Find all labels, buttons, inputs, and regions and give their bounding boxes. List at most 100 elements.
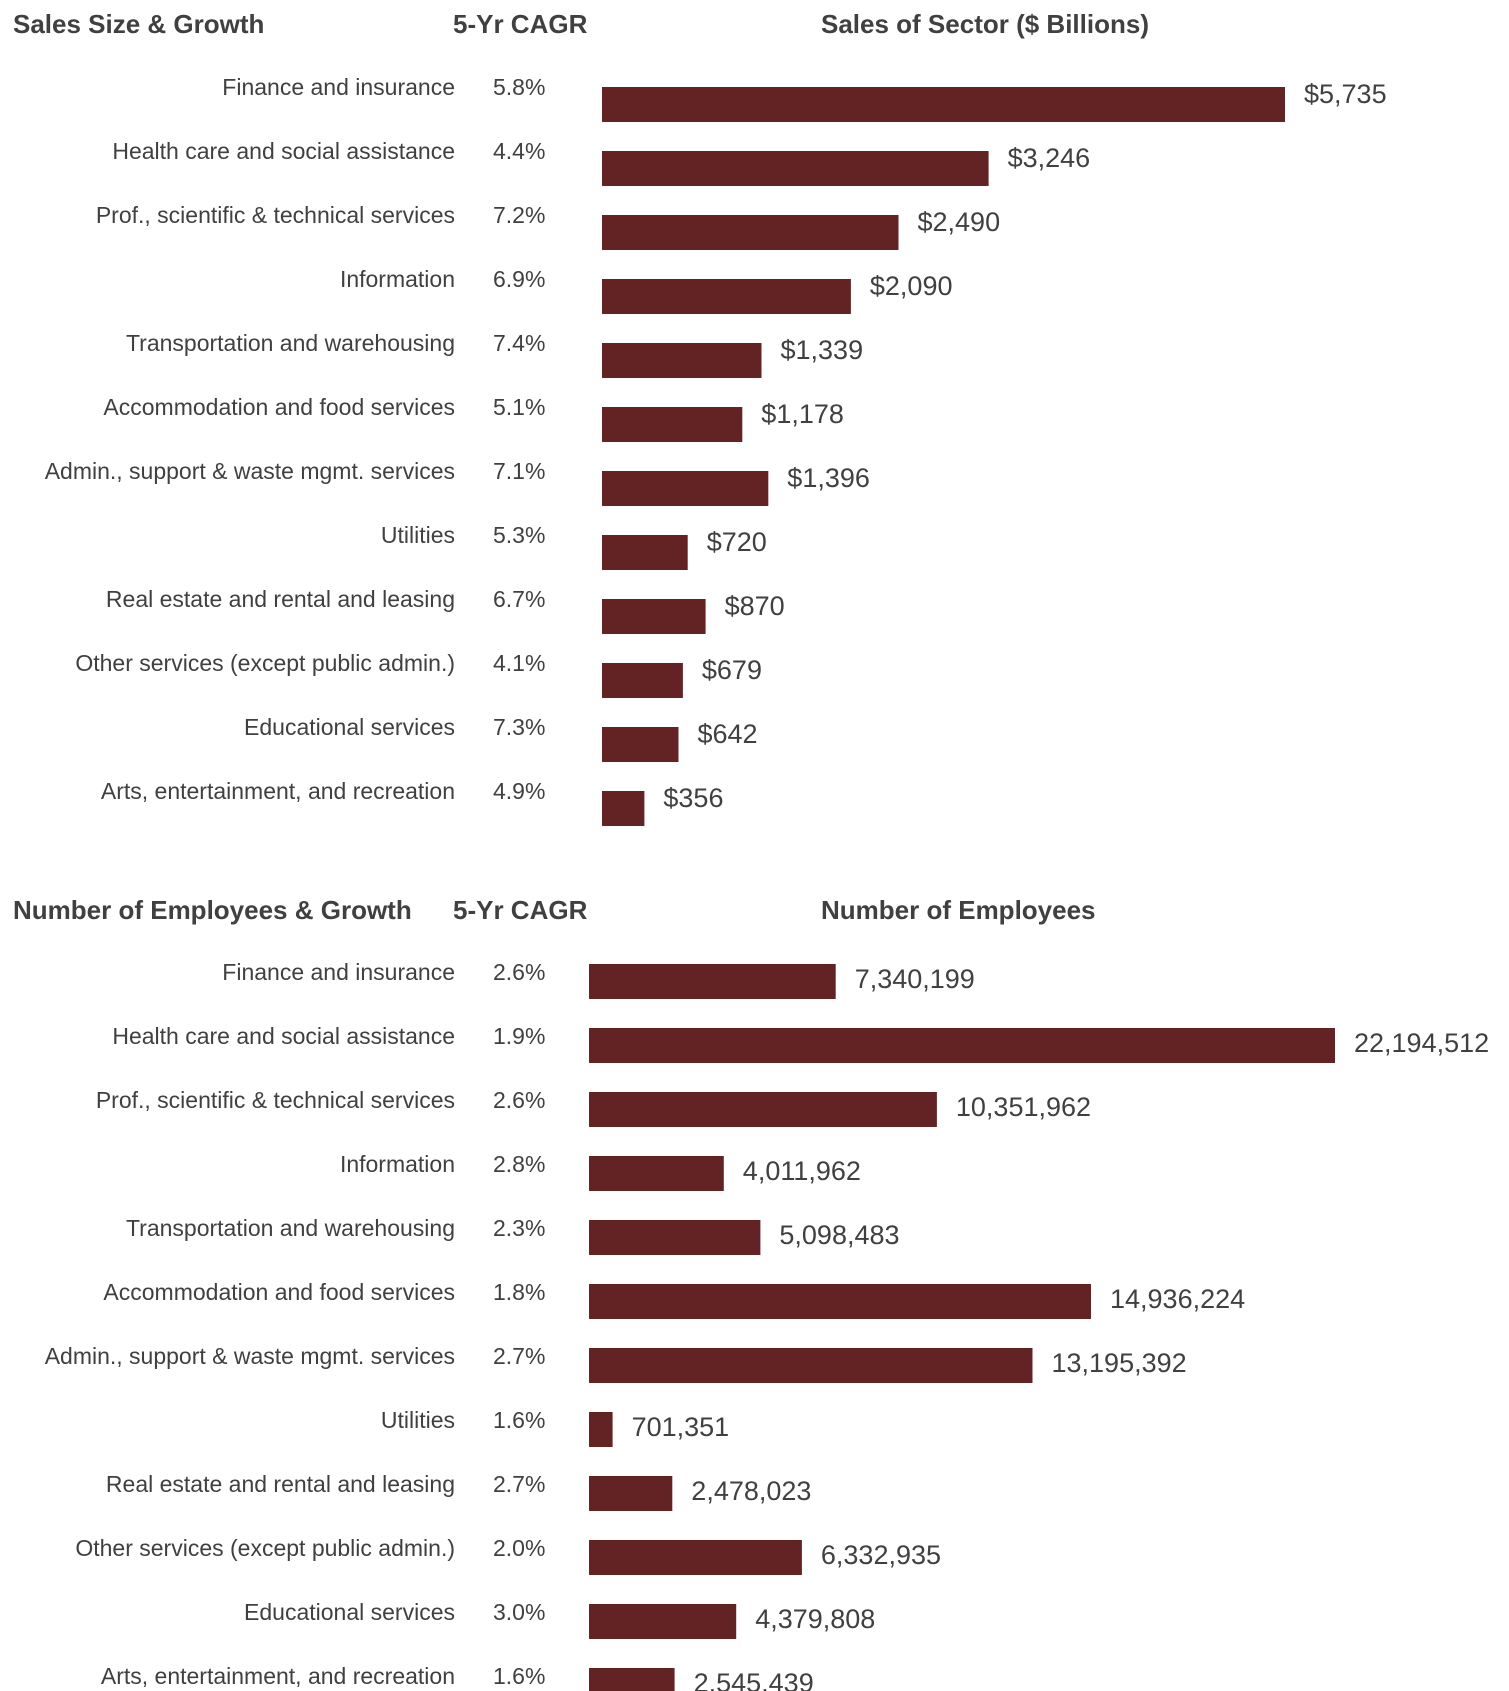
sales-value-label: $1,178 [761,399,844,429]
employees-value-label: 4,379,808 [755,1604,875,1634]
sales-value-label: $2,090 [870,271,953,301]
sales-cagr-value: 4.9% [493,778,545,804]
employees-category-label: Health care and social assistance [112,1023,455,1049]
sales-value-label: $720 [707,527,767,557]
sales-bar [602,151,989,186]
sales-section-title: Sales Size & Growth [13,9,264,39]
sales-bar [602,87,1285,122]
sales-bars-group: Finance and insurance 5.8% $5,735 Health ca… [45,74,1387,826]
sales-category-label: Finance and insurance [222,74,455,100]
sales-bar [602,663,683,698]
sales-cagr-value: 4.4% [493,138,545,164]
employees-value-label: 701,351 [632,1412,730,1442]
employees-category-label: Other services (except public admin.) [75,1535,455,1561]
employees-cagr-value: 2.3% [493,1215,545,1241]
sales-value-label: $2,490 [918,207,1001,237]
sales-bar [602,727,679,762]
employees-value-label: 7,340,199 [855,964,975,994]
employees-category-label: Real estate and rental and leasing [106,1471,455,1497]
employees-value-label: 2,545,439 [694,1668,814,1691]
sales-bar [602,343,762,378]
employees-bar [589,1668,675,1691]
sales-value-label: $642 [698,719,758,749]
sales-bar [602,471,769,506]
employees-bar [589,1092,937,1127]
sales-bar [602,535,688,570]
sales-cagr-value: 7.4% [493,330,545,356]
employees-category-label: Information [340,1151,455,1177]
employees-category-label: Accommodation and food services [103,1279,455,1305]
sales-category-label: Real estate and rental and leasing [106,586,455,612]
employees-cagr-value: 3.0% [493,1599,545,1625]
sales-bar [602,279,851,314]
employees-cagr-value: 2.6% [493,959,545,985]
sales-value-label: $1,396 [787,463,870,493]
employees-cagr-value: 1.8% [493,1279,545,1305]
sales-value-label: $679 [702,655,762,685]
sales-bar [602,791,645,826]
sales-cagr-value: 5.3% [493,522,545,548]
sales-category-label: Utilities [381,522,455,548]
employees-value-label: 22,194,512 [1354,1028,1489,1058]
sales-cagr-value: 4.1% [493,650,545,676]
employees-bar [589,1540,802,1575]
employees-bars-group: Finance and insurance 2.6% 7,340,199 Health… [45,959,1489,1691]
employees-panel: Number of Employees & Growth 5-Yr CAGR N… [13,895,1489,1691]
sales-value-label: $3,246 [1008,143,1091,173]
employees-cagr-value: 2.8% [493,1151,545,1177]
sales-cagr-value: 7.3% [493,714,545,740]
employees-value-label: 13,195,392 [1052,1348,1187,1378]
employees-category-label: Utilities [381,1407,455,1433]
employees-bar [589,1284,1091,1319]
employees-bar [589,1476,673,1511]
sales-category-label: Other services (except public admin.) [75,650,455,676]
sales-category-label: Educational services [244,714,455,740]
sales-category-label: Arts, entertainment, and recreation [101,778,455,804]
employees-section-title: Number of Employees & Growth [13,895,412,925]
sales-value-label: $1,339 [781,335,864,365]
sales-cagr-value: 6.7% [493,586,545,612]
employees-value-label: 10,351,962 [956,1092,1091,1122]
employees-category-label: Prof., scientific & technical services [96,1087,455,1113]
employees-category-label: Finance and insurance [222,959,455,985]
sales-category-label: Prof., scientific & technical services [96,202,455,228]
employees-cagr-value: 1.6% [493,1407,545,1433]
sales-panel: Sales Size & Growth 5-Yr CAGR Sales of S… [13,9,1387,826]
sales-bar [602,599,706,634]
employees-value-label: 2,478,023 [691,1476,811,1506]
employees-cagr-value: 1.6% [493,1663,545,1689]
employees-bar [589,1348,1033,1383]
employees-value-label: 5,098,483 [779,1220,899,1250]
sales-cagr-value: 7.1% [493,458,545,484]
sales-cagr-header: 5-Yr CAGR [453,9,588,39]
employees-value-label: 4,011,962 [743,1156,861,1186]
sales-bar [602,407,743,442]
sales-category-label: Accommodation and food services [103,394,455,420]
sales-category-label: Health care and social assistance [112,138,455,164]
sales-category-label: Transportation and warehousing [126,330,455,356]
sales-chart-title: Sales of Sector ($ Billions) [821,9,1149,39]
sales-category-label: Admin., support & waste mgmt. services [45,458,455,484]
sales-cagr-value: 5.1% [493,394,545,420]
employees-bar [589,1220,761,1255]
employees-cagr-header: 5-Yr CAGR [453,895,588,925]
employees-value-label: 14,936,224 [1110,1284,1245,1314]
sales-bar [602,215,899,250]
employees-bar [589,1604,737,1639]
sales-value-label: $5,735 [1304,79,1387,109]
sales-category-label: Information [340,266,455,292]
employees-value-label: 6,332,935 [821,1540,941,1570]
employees-bar [589,1412,613,1447]
employees-category-label: Admin., support & waste mgmt. services [45,1343,455,1369]
employees-cagr-value: 2.0% [493,1535,545,1561]
sales-cagr-value: 7.2% [493,202,545,228]
employees-category-label: Transportation and warehousing [126,1215,455,1241]
employees-category-label: Arts, entertainment, and recreation [101,1663,455,1689]
sales-value-label: $870 [725,591,785,621]
employees-category-label: Educational services [244,1599,455,1625]
sales-cagr-value: 5.8% [493,74,545,100]
employees-bar [589,964,836,999]
employees-cagr-value: 2.6% [493,1087,545,1113]
employees-cagr-value: 2.7% [493,1471,545,1497]
